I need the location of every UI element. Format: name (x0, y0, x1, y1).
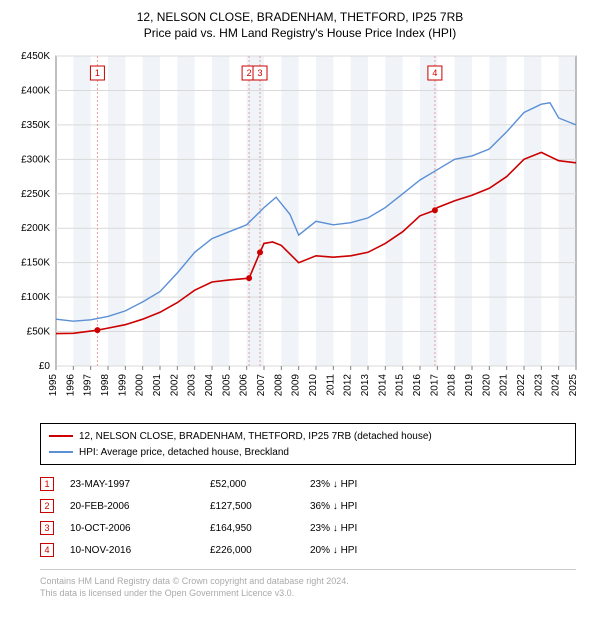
transaction-marker: 3 (40, 521, 54, 535)
transaction-diff: 23% ↓ HPI (310, 523, 410, 534)
footer-attribution: Contains HM Land Registry data © Crown c… (40, 569, 576, 605)
svg-text:£300K: £300K (21, 154, 50, 165)
svg-text:2008: 2008 (273, 374, 284, 397)
svg-text:£100K: £100K (21, 292, 50, 303)
svg-text:2000: 2000 (135, 374, 146, 397)
svg-text:1998: 1998 (100, 374, 111, 397)
transaction-diff: 36% ↓ HPI (310, 501, 410, 512)
transaction-marker: 2 (40, 499, 54, 513)
svg-text:2002: 2002 (169, 374, 180, 397)
price-point (246, 275, 252, 281)
svg-text:2: 2 (247, 68, 252, 78)
legend-item: HPI: Average price, detached house, Brec… (49, 444, 567, 460)
svg-text:2021: 2021 (499, 374, 510, 397)
transaction-row: 1 23-MAY-1997£52,00023% ↓ HPI (40, 473, 576, 495)
svg-text:2003: 2003 (187, 374, 198, 397)
svg-text:2013: 2013 (360, 374, 371, 397)
transaction-date: 10-NOV-2016 (70, 545, 210, 556)
transaction-price: £127,500 (210, 501, 310, 512)
svg-text:1999: 1999 (117, 374, 128, 397)
svg-text:2023: 2023 (533, 374, 544, 397)
svg-text:2017: 2017 (429, 374, 440, 397)
transaction-diff: 23% ↓ HPI (310, 479, 410, 490)
svg-text:£400K: £400K (21, 85, 50, 96)
svg-text:1997: 1997 (83, 374, 94, 397)
svg-text:2022: 2022 (516, 374, 527, 397)
svg-text:£200K: £200K (21, 223, 50, 234)
transaction-date: 23-MAY-1997 (70, 479, 210, 490)
transaction-price: £226,000 (210, 545, 310, 556)
transaction-price: £52,000 (210, 479, 310, 490)
transaction-diff: 20% ↓ HPI (310, 545, 410, 556)
svg-text:2020: 2020 (481, 374, 492, 397)
transaction-price: £164,950 (210, 523, 310, 534)
transaction-marker: 1 (40, 477, 54, 491)
price-point (257, 249, 263, 255)
transactions-table: 123-MAY-1997£52,00023% ↓ HPI220-FEB-2006… (40, 473, 576, 561)
chart-title: 12, NELSON CLOSE, BRADENHAM, THETFORD, I… (12, 10, 588, 24)
svg-text:2024: 2024 (551, 374, 562, 397)
svg-text:2014: 2014 (377, 374, 388, 397)
legend-item: 12, NELSON CLOSE, BRADENHAM, THETFORD, I… (49, 428, 567, 444)
svg-text:2004: 2004 (204, 374, 215, 397)
svg-text:2001: 2001 (152, 374, 163, 397)
svg-text:£0: £0 (39, 361, 51, 372)
chart-container: 12, NELSON CLOSE, BRADENHAM, THETFORD, I… (0, 0, 600, 605)
svg-text:2006: 2006 (239, 374, 250, 397)
transaction-date: 20-FEB-2006 (70, 501, 210, 512)
svg-text:3: 3 (258, 68, 263, 78)
svg-text:2005: 2005 (221, 374, 232, 397)
svg-text:2009: 2009 (291, 374, 302, 397)
svg-text:1995: 1995 (48, 374, 59, 397)
line-chart: £0 £50K £100K £150K £200K £250K £300K £350K £400… (12, 48, 588, 413)
chart-area: £0 £50K £100K £150K £200K £250K £300K £350K £400… (12, 48, 588, 413)
price-point (432, 207, 438, 213)
footer-line-1: Contains HM Land Registry data © Crown c… (40, 576, 576, 588)
svg-text:1: 1 (95, 68, 100, 78)
price-point (94, 327, 100, 333)
svg-text:2025: 2025 (568, 374, 579, 397)
transaction-date: 10-OCT-2006 (70, 523, 210, 534)
transaction-marker: 4 (40, 543, 54, 557)
transaction-row: 4 10-NOV-2016£226,00020% ↓ HPI (40, 539, 576, 561)
transaction-row: 3 10-OCT-2006£164,95023% ↓ HPI (40, 517, 576, 539)
svg-text:£150K: £150K (21, 258, 50, 269)
svg-text:2010: 2010 (308, 374, 319, 397)
svg-text:2012: 2012 (343, 374, 354, 397)
legend-swatch (49, 451, 73, 453)
svg-text:2018: 2018 (447, 374, 458, 397)
svg-text:1996: 1996 (65, 374, 76, 397)
legend-label: 12, NELSON CLOSE, BRADENHAM, THETFORD, I… (79, 431, 432, 442)
chart-subtitle: Price paid vs. HM Land Registry's House … (12, 26, 588, 40)
legend-swatch (49, 435, 73, 437)
svg-text:2019: 2019 (464, 374, 475, 397)
legend-label: HPI: Average price, detached house, Brec… (79, 447, 289, 458)
legend: 12, NELSON CLOSE, BRADENHAM, THETFORD, I… (40, 423, 576, 465)
footer-line-2: This data is licensed under the Open Gov… (40, 588, 576, 600)
svg-text:2011: 2011 (325, 374, 336, 396)
svg-text:4: 4 (432, 68, 437, 78)
svg-text:2016: 2016 (412, 374, 423, 397)
svg-text:£50K: £50K (27, 327, 51, 338)
svg-text:2007: 2007 (256, 374, 267, 397)
svg-text:2015: 2015 (395, 374, 406, 397)
svg-text:£250K: £250K (21, 189, 50, 200)
svg-text:£450K: £450K (21, 51, 50, 62)
transaction-row: 2 20-FEB-2006£127,50036% ↓ HPI (40, 495, 576, 517)
svg-text:£350K: £350K (21, 120, 50, 131)
